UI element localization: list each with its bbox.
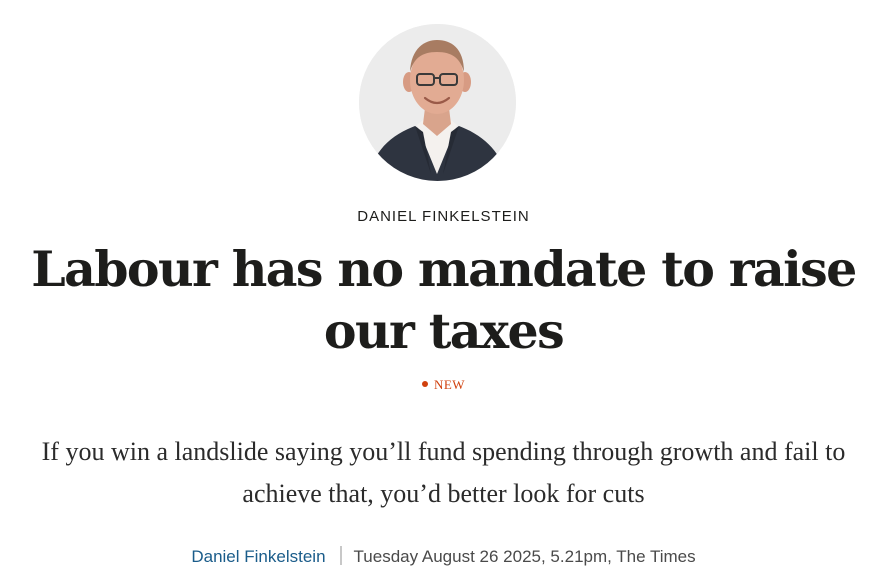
article-headline: Labour has no mandate to raise our taxes <box>31 240 857 360</box>
publish-timestamp: Tuesday August 26 2025, 5.21pm, The Time… <box>353 547 696 566</box>
author-link[interactable]: Daniel Finkelstein <box>191 547 326 566</box>
meta-divider <box>339 546 342 565</box>
article-standfirst: If you win a landslide saying you’ll fun… <box>41 437 846 508</box>
new-label: NEW <box>433 377 466 392</box>
new-badge: NEW <box>0 377 887 393</box>
author-avatar <box>359 24 516 181</box>
author-portrait-icon <box>359 24 516 181</box>
columnist-label: DANIEL FINKELSTEIN <box>357 208 530 225</box>
new-dot-icon <box>421 381 428 387</box>
article-meta: Daniel Finkelstein Tuesday August 26 2025… <box>0 546 887 567</box>
